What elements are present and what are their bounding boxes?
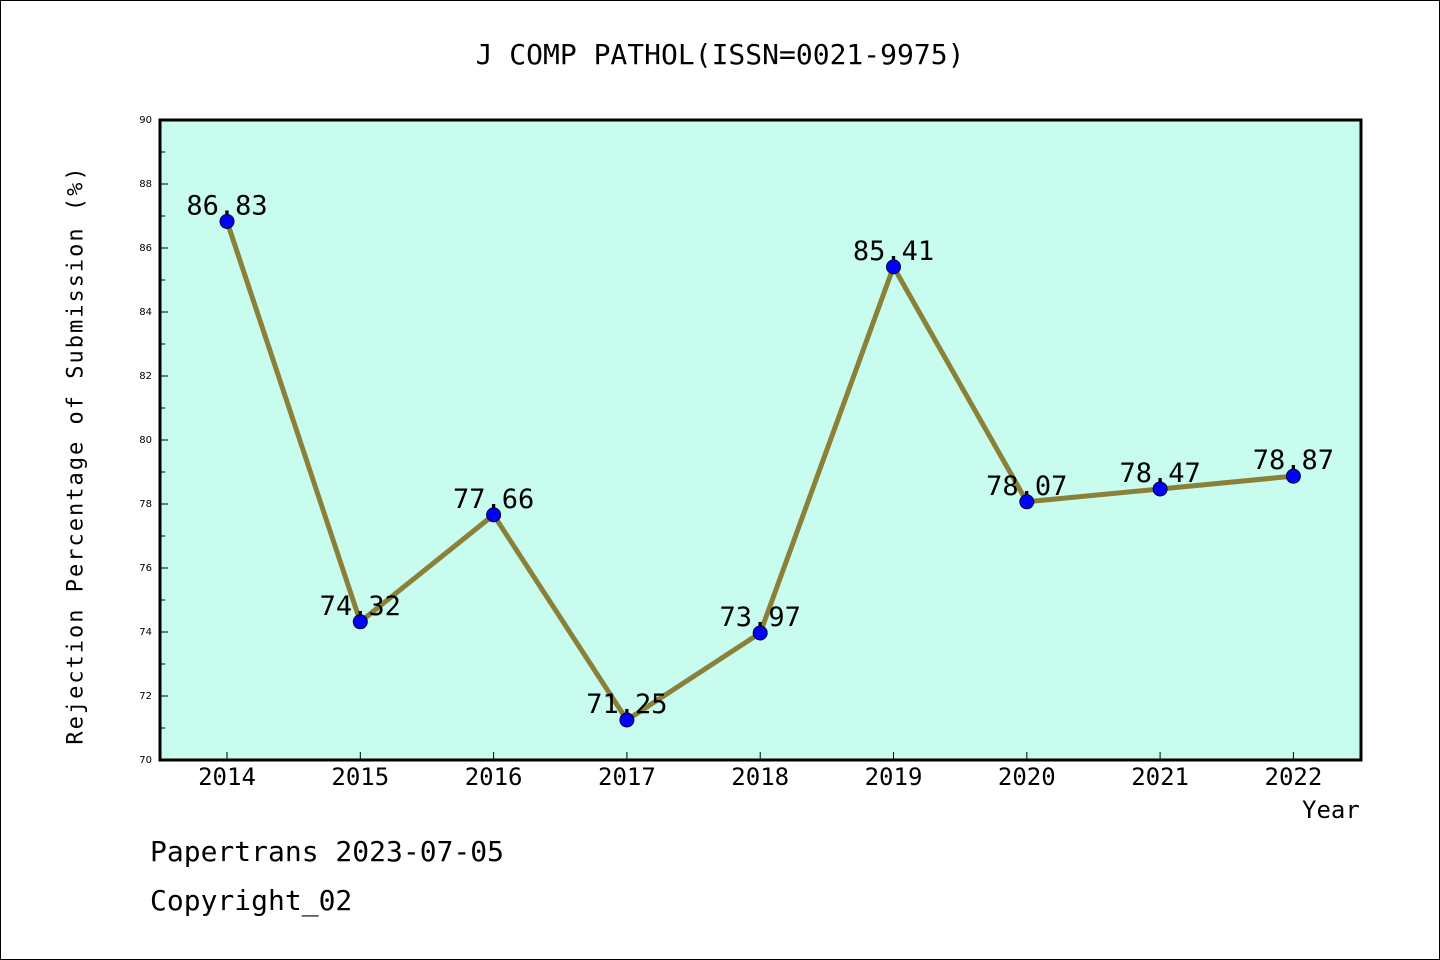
x-tick-label: 2017 [598, 763, 656, 791]
data-point [352, 614, 368, 630]
x-tick-label: 2015 [331, 763, 389, 791]
plot-area [158, 118, 1363, 762]
data-label: 78.07 [986, 471, 1067, 502]
data-label: 73.97 [720, 602, 801, 633]
x-tick-label: 2019 [865, 763, 923, 791]
y-tick-label: 74 [139, 627, 152, 638]
data-point [886, 259, 901, 275]
data-point [219, 213, 235, 229]
x-axis-label: Year [1302, 796, 1360, 824]
y-tick-label: 90 [139, 115, 152, 126]
y-tick-label: 86 [139, 243, 152, 254]
y-tick-label: 72 [139, 691, 152, 702]
footer-copyright: Copyright_02 [150, 884, 353, 917]
data-point [1285, 468, 1301, 484]
y-tick-label: 84 [139, 307, 152, 318]
data-label: 77.66 [453, 484, 534, 515]
x-tick-label: 2016 [465, 763, 523, 791]
data-point [1019, 494, 1035, 510]
data-point [486, 507, 502, 523]
y-tick-label: 76 [139, 563, 152, 574]
footer-source: Papertrans 2023-07-05 [150, 835, 505, 868]
x-tick-label: 2018 [731, 763, 789, 791]
data-point [619, 712, 635, 728]
data-point [752, 625, 768, 641]
y-tick-label: 82 [139, 371, 152, 382]
data-point [1152, 481, 1168, 497]
x-tick-label: 2022 [1265, 763, 1323, 791]
chart-title: J COMP PATHOL(ISSN=0021-9975) [475, 38, 965, 71]
x-tick-label: 2020 [998, 763, 1056, 791]
data-label: 85.41 [853, 236, 934, 267]
data-label: 71.25 [586, 689, 667, 720]
y-tick-label: 88 [139, 179, 152, 190]
x-tick-label: 2014 [198, 763, 256, 791]
y-tick-label: 78 [139, 499, 152, 510]
data-label: 74.32 [320, 591, 401, 622]
data-label: 86.83 [186, 190, 267, 221]
data-label: 78.87 [1253, 445, 1334, 476]
x-tick-label: 2021 [1131, 763, 1189, 791]
data-label: 78.47 [1119, 458, 1200, 489]
y-tick-label: 80 [139, 435, 152, 446]
y-tick-label: 70 [139, 755, 152, 766]
